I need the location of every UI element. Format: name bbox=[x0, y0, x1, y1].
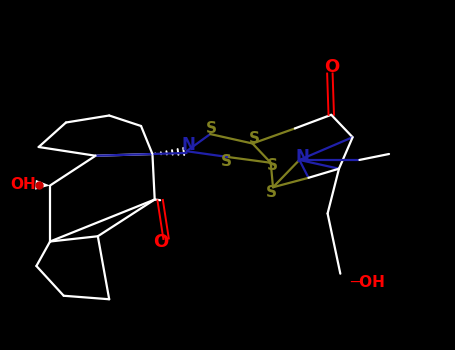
Text: S: S bbox=[266, 185, 277, 200]
Text: S: S bbox=[249, 132, 260, 146]
Text: S: S bbox=[206, 121, 217, 136]
Text: S: S bbox=[221, 154, 232, 169]
Text: ─OH: ─OH bbox=[350, 275, 385, 289]
Text: O: O bbox=[153, 233, 168, 251]
Polygon shape bbox=[35, 180, 50, 190]
Text: N: N bbox=[295, 148, 309, 166]
Text: OH: OH bbox=[10, 177, 35, 192]
Text: O: O bbox=[324, 58, 339, 76]
Text: N: N bbox=[182, 136, 196, 154]
Text: S: S bbox=[267, 158, 278, 173]
